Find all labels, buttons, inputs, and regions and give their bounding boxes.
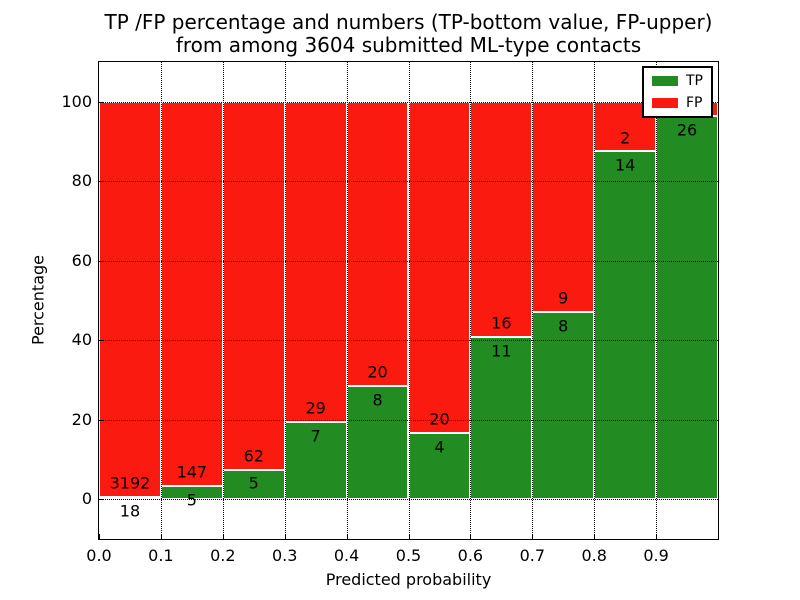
tp-count-label: 4 xyxy=(434,437,445,457)
tp-count-label: 5 xyxy=(186,490,197,510)
plot-area: 3192 18 147 5 62 5 29 7 20 8 20 4 16 11 9 8 2 14 26 TP FP xyxy=(98,61,719,540)
y-tick xyxy=(99,260,104,262)
y-tick-label: 60 xyxy=(71,250,92,270)
fp-count-label: 9 xyxy=(558,288,569,308)
fp-bar-segment xyxy=(470,101,533,338)
x-tick xyxy=(284,534,286,539)
x-axis-label: Predicted probability xyxy=(325,570,492,589)
y-tick xyxy=(99,499,104,501)
fp-bar-segment xyxy=(160,101,223,487)
x-tick-label: 0.1 xyxy=(148,546,174,565)
x-gridline xyxy=(222,62,224,539)
legend-entry-tp: TP xyxy=(652,74,703,88)
tp-count-label: 14 xyxy=(614,155,636,175)
fp-legend-swatch-icon xyxy=(652,98,678,108)
x-tick xyxy=(594,534,596,539)
x-tick-label: 0.8 xyxy=(581,546,607,565)
x-tick xyxy=(346,534,348,539)
fp-count-label: 20 xyxy=(429,409,450,429)
y-tick-label: 80 xyxy=(71,171,92,191)
x-tick-label: 0.6 xyxy=(457,546,484,565)
fp-count-label: 16 xyxy=(491,313,512,333)
x-gridline xyxy=(284,62,286,539)
tp-bar-segment xyxy=(656,116,718,500)
fp-count-label: 62 xyxy=(243,446,264,466)
y-gridline xyxy=(99,419,718,421)
x-tick-label: 0.3 xyxy=(271,546,298,565)
x-tick xyxy=(99,534,100,539)
tp-bar-segment xyxy=(594,151,657,500)
x-tick xyxy=(532,534,534,539)
fp-count-label: 2 xyxy=(620,128,631,148)
fp-bar-segment xyxy=(532,101,595,313)
x-tick-label: 0.2 xyxy=(210,546,236,565)
x-tick xyxy=(160,534,162,539)
y-gridline xyxy=(99,499,718,501)
chart-title: TP /FP percentage and numbers (TP-bottom… xyxy=(99,11,718,57)
tp-bar-segment xyxy=(99,497,161,500)
y-tick xyxy=(99,419,104,421)
x-tick xyxy=(222,534,224,539)
x-gridline xyxy=(656,62,658,539)
x-gridline xyxy=(470,62,472,539)
fp-count-label: 20 xyxy=(367,362,388,382)
x-gridline xyxy=(594,62,596,539)
x-tick-label: 0.0 xyxy=(86,546,112,565)
y-tick-label: 40 xyxy=(71,330,92,350)
tp-count-label: 11 xyxy=(491,341,512,361)
y-tick-label: 20 xyxy=(71,409,92,429)
chart-title-line-1: TP /FP percentage and numbers (TP-bottom… xyxy=(104,10,713,34)
tp-count-label: 18 xyxy=(119,501,141,521)
fp-count-label: 3192 xyxy=(109,473,151,493)
legend-entry-fp: FP xyxy=(652,96,703,110)
y-gridline xyxy=(99,260,718,262)
tp-bar-segment xyxy=(532,312,595,500)
y-gridline xyxy=(99,101,718,103)
tp-legend-swatch-icon xyxy=(652,76,678,86)
tp-count-label: 8 xyxy=(558,316,569,336)
x-tick-label: 0.5 xyxy=(395,546,422,565)
fp-bar-segment xyxy=(408,101,471,433)
y-tick xyxy=(99,101,104,103)
y-tick xyxy=(99,340,104,342)
y-tick-label: 100 xyxy=(61,91,92,111)
x-gridline xyxy=(532,62,534,539)
tp-count-label: 8 xyxy=(372,390,383,410)
y-tick xyxy=(99,181,104,183)
tp-count-label: 5 xyxy=(248,473,259,493)
x-tick xyxy=(656,534,658,539)
x-tick-label: 0.9 xyxy=(643,546,669,565)
x-gridline xyxy=(160,62,162,539)
legend-entry-tp-label: TP xyxy=(686,73,703,89)
x-tick xyxy=(470,534,472,539)
fp-count-label: 29 xyxy=(305,398,326,418)
x-tick xyxy=(408,534,410,539)
fp-bar-segment xyxy=(284,101,347,422)
legend: TP FP xyxy=(642,66,713,118)
y-tick-label: 0 xyxy=(81,489,92,509)
tp-bar-segment xyxy=(408,433,471,500)
tp-count-label: 7 xyxy=(310,426,321,446)
y-gridline xyxy=(99,340,718,342)
legend-entry-fp-label: FP xyxy=(686,95,703,111)
fp-count-label: 147 xyxy=(176,462,208,482)
x-tick-label: 0.7 xyxy=(519,546,546,565)
y-gridline xyxy=(99,181,718,183)
fp-bar-segment xyxy=(99,101,161,498)
x-gridline xyxy=(408,62,410,539)
fp-bar-segment xyxy=(222,101,285,470)
tp-bar-segment xyxy=(470,337,533,500)
fp-bar-segment xyxy=(346,101,409,386)
chart-title-line-2: from among 3604 submitted ML-type contac… xyxy=(175,33,642,57)
x-gridline xyxy=(346,62,348,539)
x-tick-label: 0.4 xyxy=(333,546,360,565)
tp-count-label: 26 xyxy=(676,120,698,140)
